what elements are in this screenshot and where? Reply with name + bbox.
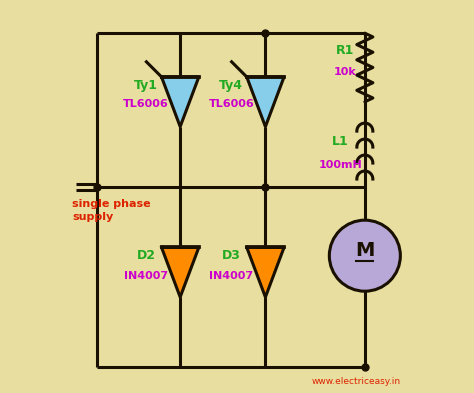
Text: IN4007: IN4007 xyxy=(124,271,168,281)
Text: D2: D2 xyxy=(137,249,155,262)
Text: M: M xyxy=(355,241,374,259)
Text: single phase
supply: single phase supply xyxy=(72,199,151,222)
Text: L1: L1 xyxy=(332,135,348,148)
Text: IN4007: IN4007 xyxy=(209,271,254,281)
Circle shape xyxy=(329,220,401,291)
Text: TL6006: TL6006 xyxy=(123,99,169,109)
Polygon shape xyxy=(247,77,284,127)
Polygon shape xyxy=(162,77,199,127)
Text: 10k: 10k xyxy=(334,67,356,77)
Polygon shape xyxy=(162,248,199,297)
Text: Ty1: Ty1 xyxy=(134,79,158,92)
Text: TL6006: TL6006 xyxy=(209,99,254,109)
Text: 100mH: 100mH xyxy=(319,160,362,171)
Text: Ty4: Ty4 xyxy=(219,79,243,92)
Text: D3: D3 xyxy=(222,249,241,262)
Text: www.electriceasy.in: www.electriceasy.in xyxy=(311,377,401,386)
Text: R1: R1 xyxy=(336,44,354,57)
Polygon shape xyxy=(247,248,284,297)
